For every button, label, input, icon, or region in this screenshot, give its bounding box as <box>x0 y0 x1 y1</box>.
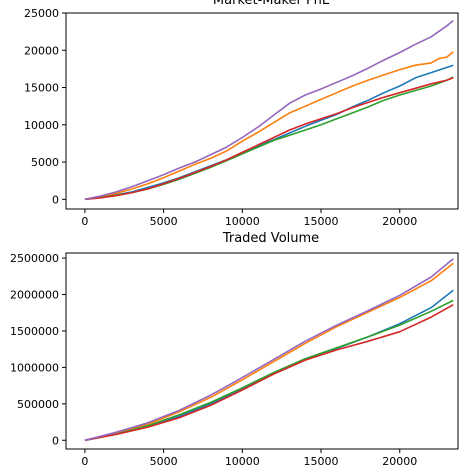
pnl-y-tick-label: 5000 <box>31 156 59 169</box>
volume-plot-frame <box>65 252 459 450</box>
volume-y-tick-label: 500000 <box>17 398 59 411</box>
pnl-x-tick-label: 10000 <box>225 215 260 228</box>
volume-y-tick-label: 1000000 <box>10 361 59 374</box>
volume-series-line-1 <box>84 289 454 442</box>
pnl-x-tick-label: 5000 <box>150 215 178 228</box>
volume-series-lines <box>84 258 454 442</box>
pnl-series-line-3 <box>84 76 454 201</box>
volume-series-line-2 <box>84 262 454 442</box>
volume-x-tick-label: 10000 <box>225 455 260 468</box>
pnl-axis-ticks: 0 5000 10000 15000 20000 0 5000 10000 15000 20000… <box>24 7 417 228</box>
pnl-x-tick-label: 20000 <box>382 215 417 228</box>
volume-axis-ticks: 0 5000 10000 15000 20000 0 500000 1000000 150000… <box>10 252 417 468</box>
volume-x-tick-label: 15000 <box>304 455 339 468</box>
volume-y-tick-label: 2000000 <box>10 289 59 302</box>
volume-x-tick-label: 5000 <box>150 455 178 468</box>
pnl-series-line-5 <box>84 19 454 201</box>
volume-y-tick-label: 2500000 <box>10 252 59 265</box>
pnl-series-line-2 <box>84 51 454 201</box>
volume-series-line-3 <box>84 299 454 442</box>
volume-chart: Traded Volume 0 5000 10000 15000 20000 0 50000… <box>10 231 459 468</box>
volume-x-tick-label: 20000 <box>382 455 417 468</box>
pnl-y-tick-label: 20000 <box>24 44 59 57</box>
pnl-series-line-4 <box>84 77 454 201</box>
volume-chart-title: Traded Volume <box>222 231 319 246</box>
pnl-chart-title: Market-Maker PnL <box>213 0 330 8</box>
pnl-plot-frame <box>65 12 459 210</box>
volume-y-tick-label: 0 <box>52 434 59 447</box>
volume-y-tick-label: 1500000 <box>10 325 59 338</box>
volume-series-line-5 <box>84 258 454 442</box>
pnl-series-line-1 <box>84 64 454 201</box>
pnl-y-tick-label: 0 <box>52 193 59 206</box>
volume-series-line-4 <box>84 304 454 442</box>
pnl-chart: Market-Maker PnL 0 5000 10000 15000 20000 0 50… <box>24 0 459 228</box>
pnl-y-tick-label: 15000 <box>24 82 59 95</box>
pnl-series-lines <box>84 19 454 201</box>
pnl-y-tick-label: 25000 <box>24 7 59 20</box>
pnl-x-tick-label: 15000 <box>304 215 339 228</box>
volume-x-tick-label: 0 <box>81 455 88 468</box>
pnl-x-tick-label: 0 <box>81 215 88 228</box>
pnl-y-tick-label: 10000 <box>24 119 59 132</box>
